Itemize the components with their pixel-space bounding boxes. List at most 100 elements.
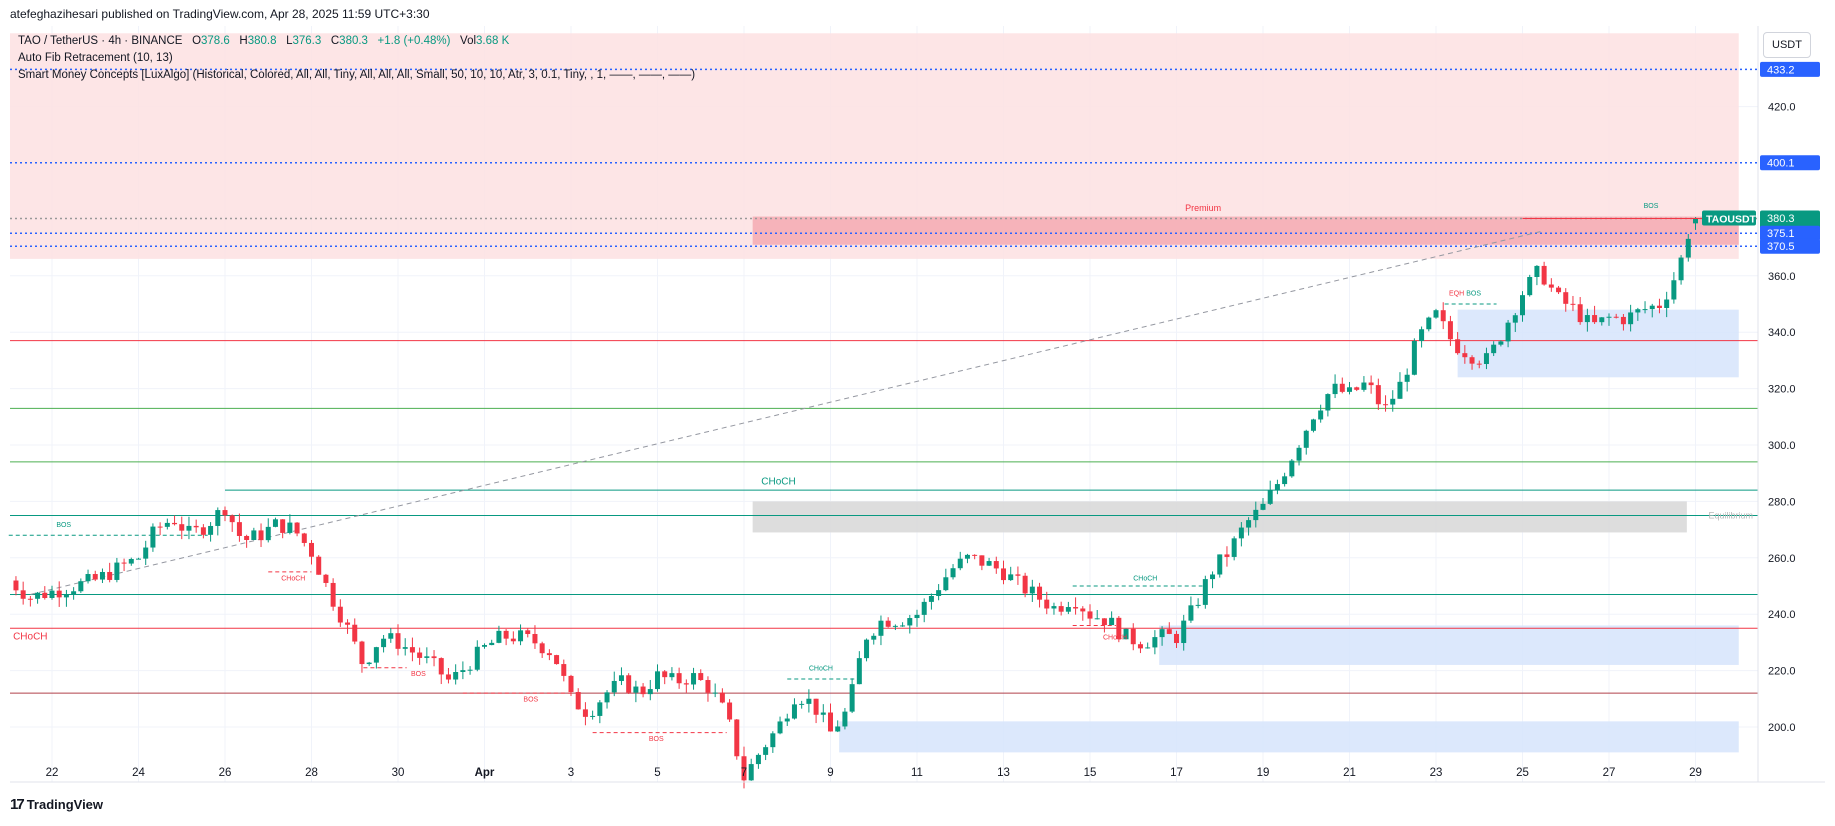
candle-body — [20, 590, 26, 599]
candle-body — [1080, 608, 1086, 612]
candle-body — [784, 718, 790, 722]
y-tick-label: 240.0 — [1768, 609, 1796, 621]
candle-body — [78, 581, 84, 592]
x-tick-label: 5 — [654, 767, 660, 779]
trendline-dashed — [30, 230, 1545, 595]
candle-body — [453, 671, 459, 680]
candle-body — [842, 711, 848, 727]
candle-body — [1296, 447, 1302, 461]
zone-discount-1 — [1457, 309, 1739, 378]
currency-unit-button[interactable]: USDT — [1763, 32, 1811, 58]
candle-body — [208, 525, 214, 535]
candle-body — [359, 641, 365, 665]
candle-body — [1065, 607, 1071, 612]
candle-body — [1159, 629, 1165, 638]
candle-body — [856, 658, 862, 685]
candle-body — [914, 614, 920, 619]
candle-body — [1123, 628, 1129, 640]
low-value: 376.3 — [292, 35, 322, 47]
candle-body — [49, 590, 55, 599]
candle-body — [460, 670, 466, 672]
y-tick-label: 420.0 — [1768, 102, 1796, 114]
candle-body — [1599, 317, 1605, 323]
annotation-label: CHoCH — [281, 575, 305, 582]
candle-body — [114, 562, 120, 580]
indicator-smc[interactable]: Smart Money Concepts [LuxAlgo] (Historic… — [18, 69, 696, 81]
annotation-label: BOS — [1466, 291, 1481, 298]
candle-body — [878, 620, 884, 636]
candle-body — [1512, 315, 1518, 323]
candle-body — [1534, 265, 1540, 277]
candle-body — [265, 526, 271, 541]
candle-body — [518, 630, 524, 642]
symbol-tag-bg — [1702, 210, 1756, 226]
candle-body — [1419, 329, 1425, 341]
candle-body — [676, 673, 682, 684]
candle-body — [445, 674, 451, 680]
candle-body — [1310, 419, 1316, 431]
candle-body — [806, 698, 812, 704]
price-label: 433.2 — [1767, 64, 1795, 76]
candle-body — [337, 606, 343, 623]
candle-body — [92, 574, 98, 580]
price-label-bg — [1760, 225, 1820, 241]
candle-body — [366, 662, 372, 665]
y-tick-label: 200.0 — [1768, 722, 1796, 734]
annotation-label: Equilibrium — [1708, 510, 1753, 520]
candle-body — [1274, 484, 1280, 491]
symbol-title[interactable]: TAO / TetherUS · 4h · BINANCE — [18, 35, 183, 47]
close-value: 380.3 — [339, 35, 368, 47]
candle-body — [755, 754, 761, 765]
candle-body — [525, 630, 531, 634]
indicator-fib[interactable]: Auto Fib Retracement (10, 13) — [18, 52, 173, 64]
candle-body — [1520, 295, 1525, 316]
candle-body — [777, 721, 783, 734]
axes[interactable]: 200.0 220.0 240.0 260.0 280.0 300.0 320.0 340.0… — [10, 26, 1825, 783]
x-tick-label: 27 — [1603, 767, 1616, 779]
x-tick-label: 26 — [219, 767, 232, 779]
annotation-label: EQH — [1449, 291, 1464, 298]
fib-levels — [10, 68, 1758, 694]
candle-body — [1145, 647, 1151, 649]
candle-body — [1635, 309, 1641, 313]
candle-body — [1282, 476, 1288, 485]
candle-body — [215, 510, 221, 526]
candles[interactable] — [13, 217, 1698, 789]
candle-body — [186, 525, 192, 531]
candle-body — [669, 673, 675, 678]
candle-body — [907, 618, 913, 626]
candle-body — [1685, 238, 1691, 258]
ohlc-row[interactable]: TAO / TetherUS · 4h · BINANCE O378.6 H38… — [18, 33, 695, 50]
candle-body — [964, 554, 970, 559]
candle-body — [892, 625, 898, 627]
candle-body — [1303, 430, 1309, 448]
candle-body — [561, 664, 567, 676]
candle-body — [1375, 385, 1381, 405]
x-tick-label: 28 — [305, 767, 318, 779]
candle-body — [99, 571, 105, 580]
candle-body — [950, 568, 956, 578]
tradingview-logo[interactable]: 17 TradingView — [10, 796, 103, 813]
candle-body — [1231, 538, 1237, 557]
candle-body — [928, 595, 934, 602]
candle-body — [258, 530, 264, 541]
candle-body — [554, 655, 560, 665]
candle-body — [979, 555, 985, 566]
candle-body — [957, 558, 963, 569]
candle-body — [1548, 284, 1554, 288]
candle-body — [1116, 617, 1122, 640]
candle-body — [539, 643, 545, 654]
candle-body — [698, 673, 704, 681]
candle-body — [1368, 382, 1374, 386]
annotation-label: BOS — [649, 736, 664, 743]
volume-label: Vol — [460, 35, 477, 47]
candle-body — [1029, 586, 1035, 594]
candle-body — [770, 733, 776, 748]
candle-body — [763, 747, 769, 755]
open-value: 378.6 — [201, 35, 230, 47]
price-label: 400.1 — [1767, 158, 1795, 170]
candle-body — [251, 530, 257, 540]
annotation-label: CHoCH — [1103, 635, 1127, 642]
